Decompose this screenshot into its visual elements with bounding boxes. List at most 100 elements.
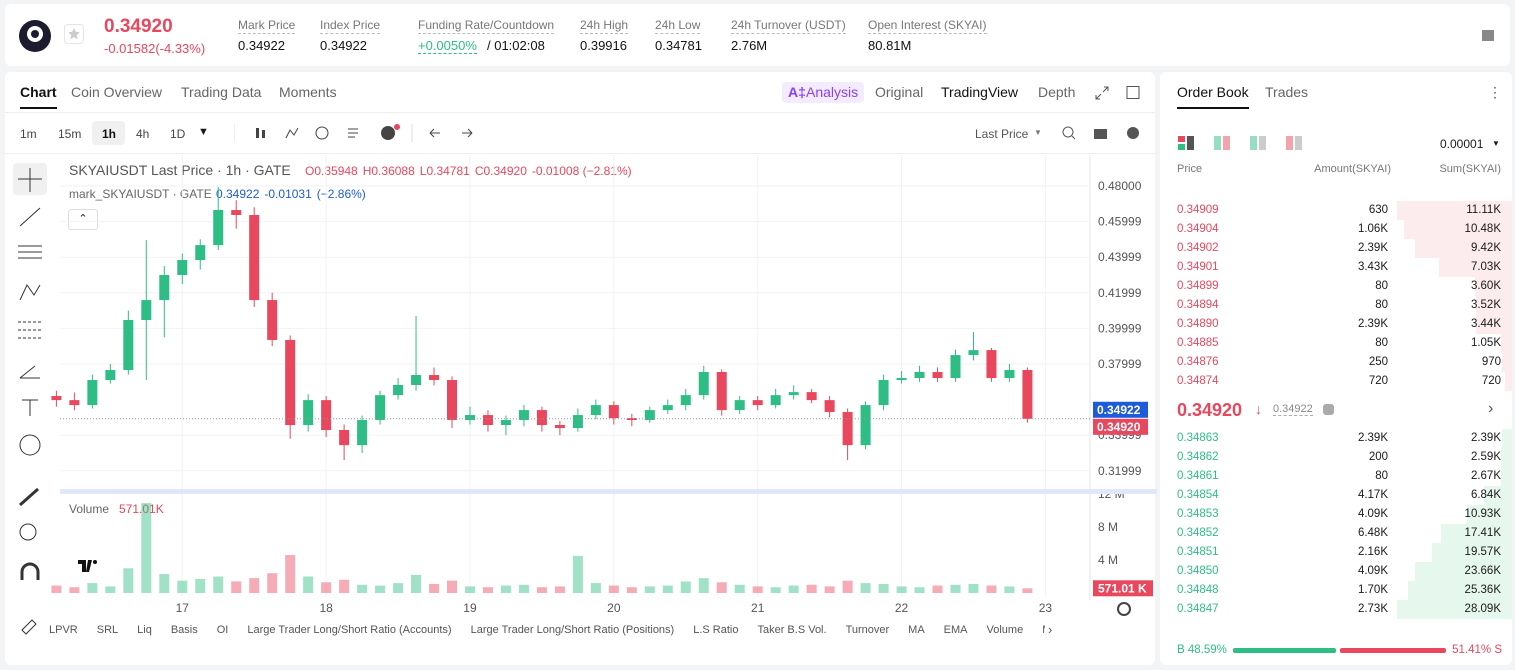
settings-icon[interactable]: [1480, 28, 1496, 44]
ob-price: 0.34899: [1177, 280, 1219, 292]
y-tick-label: 0.45999: [1098, 215, 1142, 229]
chart-view[interactable]: Depth: [1038, 84, 1076, 100]
price-type-arrow[interactable]: ▼: [1034, 128, 1042, 137]
candle-body: [69, 400, 80, 406]
volume-bar: [105, 586, 116, 593]
volume-bar: [69, 587, 80, 593]
ob-tab[interactable]: Order Book: [1177, 84, 1249, 109]
legend-mark-title: mark_SKYAIUSDT · GATE: [69, 187, 212, 201]
ob-precision[interactable]: 0.00001: [1440, 137, 1484, 151]
ob-amount: 630: [1368, 204, 1388, 216]
chart-view[interactable]: Analysis: [806, 84, 859, 100]
chart-view[interactable]: TradingView: [941, 84, 1019, 100]
mark-value: (−2.86%): [316, 187, 366, 201]
candle-body: [1004, 370, 1015, 379]
volume-bar: [51, 585, 62, 593]
buy-ratio: B 48.59%: [1177, 644, 1227, 656]
candle-body: [285, 339, 296, 426]
candle-body: [662, 405, 673, 411]
interval-dropdown[interactable]: ▼: [198, 126, 209, 138]
collapse-legend[interactable]: ⌃: [68, 209, 98, 230]
volume-bar: [339, 579, 350, 593]
ob-price: 0.34894: [1177, 299, 1219, 311]
mark-price-badge: [1093, 401, 1148, 418]
legend-mark-values: 0.34922 -0.01031 (−2.86%): [216, 187, 366, 201]
candle-body: [554, 425, 565, 429]
chart-tab[interactable]: Chart: [20, 84, 57, 109]
volume-bar: [518, 584, 529, 593]
stat-value: 2.76M: [731, 38, 768, 53]
ob-amount: 6.48K: [1357, 527, 1388, 539]
ob-price: 0.34909: [1177, 204, 1219, 216]
y-tick-label: 0.43999: [1098, 250, 1142, 264]
toolbar-icons: [234, 124, 473, 142]
ob-price: 0.34854: [1177, 489, 1219, 501]
favorite-star[interactable]: [64, 24, 84, 44]
stat-label: Index Price: [320, 18, 381, 34]
ob-mid-arrow: ↓: [1255, 401, 1262, 417]
indicator: Liq: [137, 624, 152, 636]
analysis-icon: A‡: [788, 84, 806, 100]
candle-body: [393, 384, 404, 396]
interval[interactable]: 4h: [136, 127, 150, 141]
chart-tab[interactable]: Moments: [279, 84, 337, 100]
candle-body: [806, 392, 817, 401]
candle-body: [842, 412, 853, 446]
price-type[interactable]: Last Price: [975, 127, 1029, 141]
ob-amount: 250: [1368, 356, 1388, 368]
ob-amount: 3.43K: [1357, 261, 1388, 273]
stat-value: 0.39916: [580, 38, 627, 53]
x-tick-label: 23: [1039, 601, 1053, 615]
y-tick-label: 0.41999: [1098, 286, 1142, 300]
candle-body: [429, 375, 440, 380]
stat-value: +0.0050%: [418, 38, 477, 54]
interval[interactable]: 1h: [102, 127, 117, 141]
ob-menu[interactable]: ⋮: [1488, 84, 1502, 100]
ob-sum: 2.59K: [1470, 451, 1501, 463]
ob-tab[interactable]: Trades: [1265, 84, 1309, 100]
chart-view[interactable]: Original: [875, 84, 924, 100]
candle-body: [141, 300, 152, 321]
ob-sum: 720: [1481, 375, 1501, 387]
ob-price: 0.34848: [1177, 584, 1219, 596]
candle-body: [357, 420, 368, 446]
volume-bar: [626, 587, 637, 593]
indicator: OI: [216, 624, 229, 636]
interval[interactable]: 1D: [170, 127, 186, 141]
last-price: 0.34920: [104, 16, 173, 37]
interval[interactable]: 1m: [20, 127, 37, 141]
ob-amount: 2.73K: [1357, 603, 1388, 615]
ob-precision-arrow[interactable]: ▼: [1492, 139, 1500, 148]
indicator-next[interactable]: ›: [1048, 622, 1053, 637]
volume-bar: [195, 578, 206, 593]
chart-panel: [5, 72, 1155, 665]
volume-bar: [447, 580, 458, 593]
ohlc-value: O0.35948: [305, 164, 358, 178]
ob-amount: 1.06K: [1357, 223, 1388, 235]
ob-amount: 2.16K: [1357, 546, 1388, 558]
ob-sum: 3.44K: [1470, 318, 1501, 330]
candle-body: [500, 420, 511, 426]
chart-tab[interactable]: Coin Overview: [71, 84, 163, 100]
ob-amount: 80: [1375, 299, 1388, 311]
interval[interactable]: 15m: [58, 127, 82, 141]
volume-bar: [932, 585, 943, 593]
volume-bar: [824, 586, 835, 593]
candle-body: [249, 215, 260, 301]
ob-price: 0.34874: [1177, 375, 1219, 387]
y-tick-label: 0.31999: [1098, 464, 1142, 478]
volume-bar: [357, 584, 368, 593]
settings-gear: [1117, 602, 1131, 616]
chart-tab[interactable]: Trading Data: [181, 84, 262, 100]
ob-sum: 25.36K: [1464, 584, 1501, 596]
indicator: Large Trader Long/Short Ratio (Positions…: [470, 624, 675, 636]
last-price-label: 0.34920: [1097, 420, 1141, 434]
ob-sum: 2.39K: [1470, 432, 1501, 444]
ob-more[interactable]: ›: [1488, 400, 1494, 417]
volume-bar: [608, 585, 619, 593]
ob-price: 0.34890: [1177, 318, 1219, 330]
volume-bar: [788, 585, 799, 593]
x-tick-label: 21: [751, 601, 765, 615]
candle-body: [788, 392, 799, 396]
volume-title: Volume: [69, 502, 110, 516]
